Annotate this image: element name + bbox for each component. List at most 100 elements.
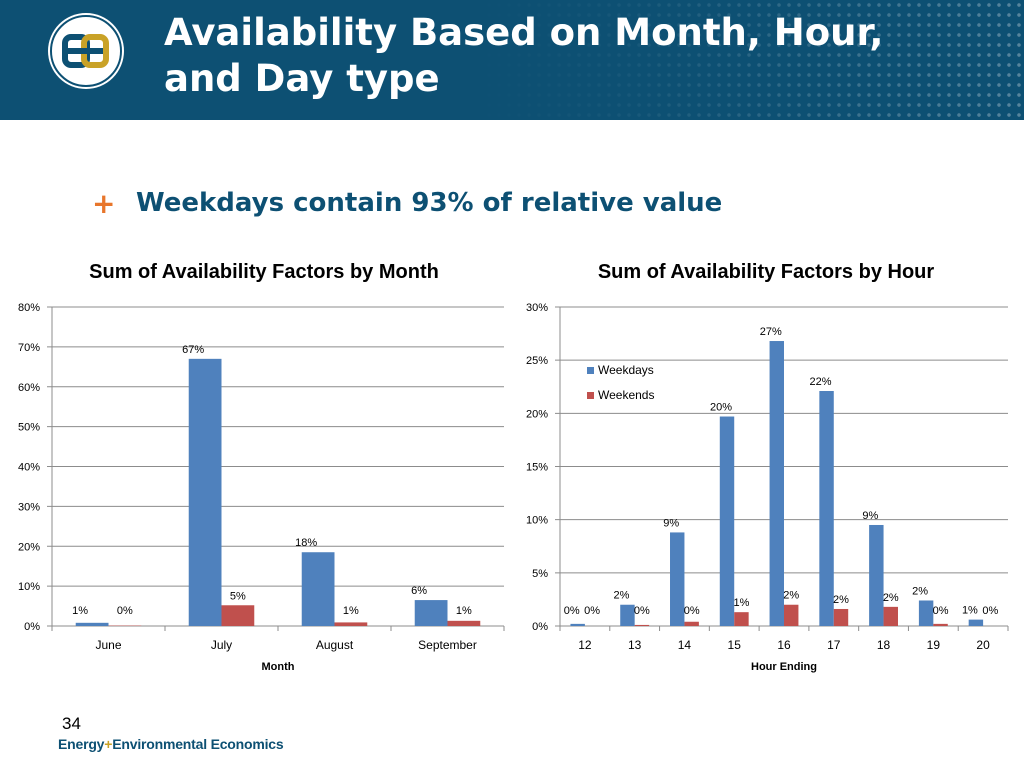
x-tick-label: 19 [927, 638, 941, 652]
data-label: 0% [584, 605, 600, 617]
hour-chart-title: Sum of Availability Factors by Hour [597, 261, 935, 283]
y-tick-label: 25% [526, 355, 548, 367]
data-label: 0% [564, 605, 580, 617]
y-tick-label: 10% [18, 581, 40, 593]
x-tick-label: 15 [728, 638, 742, 652]
y-tick-label: 0% [24, 621, 40, 633]
data-label: 0% [634, 605, 650, 617]
data-label: 22% [810, 376, 832, 388]
x-tick-label: 12 [578, 638, 592, 652]
footer-logo: Energy+Environmental Economics [58, 736, 284, 752]
data-label: 2% [883, 592, 899, 604]
y-tick-label: 30% [18, 501, 40, 513]
y-tick-label: 60% [18, 382, 40, 394]
slide-title: Availability Based on Month, Hour, and D… [164, 10, 984, 102]
data-label: 1% [72, 605, 88, 617]
weekends-bar [221, 605, 255, 626]
data-label: 5% [230, 590, 246, 602]
data-label: 67% [182, 344, 204, 356]
x-tick-label: 16 [777, 638, 791, 652]
weekdays-bar [918, 600, 934, 626]
x-axis-title: Hour Ending [751, 661, 817, 673]
weekends-bar [334, 622, 368, 626]
y-tick-label: 5% [532, 568, 548, 580]
data-label: 27% [760, 326, 782, 338]
data-label: 0% [117, 605, 133, 617]
weekends-bar [734, 612, 749, 626]
plus-bullet-icon: + [92, 186, 116, 220]
weekdays-bar [414, 600, 448, 626]
x-tick-label: 20 [976, 638, 990, 652]
data-label: 1% [343, 605, 359, 617]
weekdays-bar [670, 532, 685, 626]
legend-weekends-label: Weekends [598, 388, 654, 402]
y-tick-label: 80% [18, 302, 40, 314]
data-label: 1% [733, 597, 749, 609]
e3-logo-icon [50, 15, 122, 87]
y-tick-label: 20% [18, 541, 40, 553]
y-tick-label: 0% [532, 621, 548, 633]
y-tick-label: 20% [526, 408, 548, 420]
footer-logo-part2: Environmental Economics [112, 736, 284, 752]
weekends-bar [784, 604, 799, 626]
x-tick-label: 13 [628, 638, 642, 652]
x-tick-label: 18 [877, 638, 891, 652]
legend-weekends-swatch [587, 392, 594, 399]
data-label: 20% [710, 402, 732, 414]
weekends-bar [684, 621, 699, 626]
x-tick-label: June [95, 638, 121, 652]
slide-header: Availability Based on Month, Hour, and D… [0, 0, 1024, 120]
legend-weekdays-label: Weekdays [598, 363, 654, 377]
data-label: 2% [783, 590, 799, 602]
footer-logo-plus: + [104, 736, 113, 752]
weekdays-bar [968, 619, 984, 626]
footer-logo-part1: Energy [58, 736, 105, 752]
month-chart-title: Sum of Availability Factors by Month [89, 261, 439, 283]
data-label: 1% [456, 605, 472, 617]
x-tick-label: 14 [678, 638, 692, 652]
company-logo [48, 13, 124, 89]
weekends-bar [833, 608, 849, 626]
y-tick-label: 50% [18, 422, 40, 434]
y-tick-label: 70% [18, 342, 40, 354]
weekends-bar [634, 624, 650, 626]
data-label: 9% [862, 510, 878, 522]
weekdays-bar [769, 341, 784, 626]
weekdays-bar [570, 623, 585, 626]
page-number: 34 [62, 714, 81, 733]
data-label: 2% [912, 585, 928, 597]
data-label: 6% [411, 585, 427, 597]
y-tick-label: 30% [526, 302, 548, 314]
weekends-bar [447, 620, 481, 626]
x-tick-label: 17 [827, 638, 841, 652]
data-label: 0% [684, 605, 700, 617]
x-axis-title: Month [262, 661, 295, 673]
y-tick-label: 15% [526, 462, 548, 474]
weekends-bar [933, 623, 948, 626]
data-label: 2% [833, 594, 849, 606]
legend-weekdays-swatch [587, 367, 594, 374]
x-tick-label: August [316, 638, 354, 652]
y-tick-label: 40% [18, 462, 40, 474]
title-line-1: Availability Based on Month, Hour, [164, 11, 884, 54]
data-label: 2% [613, 590, 629, 602]
weekdays-bar [819, 391, 834, 626]
weekends-bar [883, 606, 898, 626]
data-label: 1% [962, 605, 978, 617]
title-line-2: and Day type [164, 57, 440, 100]
weekdays-bar [620, 604, 635, 626]
y-tick-label: 10% [526, 515, 548, 527]
data-label: 9% [663, 517, 679, 529]
data-label: 0% [933, 605, 949, 617]
x-tick-label: September [418, 638, 477, 652]
data-label: 18% [295, 537, 317, 549]
bullet-text: Weekdays contain 93% of relative value [136, 188, 723, 218]
weekdays-bar [301, 552, 335, 626]
bullet-point: + Weekdays contain 93% of relative value [92, 183, 722, 223]
weekdays-bar [75, 622, 109, 626]
data-label: 0% [982, 605, 998, 617]
header-dot-pattern [464, 0, 1024, 120]
weekdays-bar [869, 524, 884, 626]
